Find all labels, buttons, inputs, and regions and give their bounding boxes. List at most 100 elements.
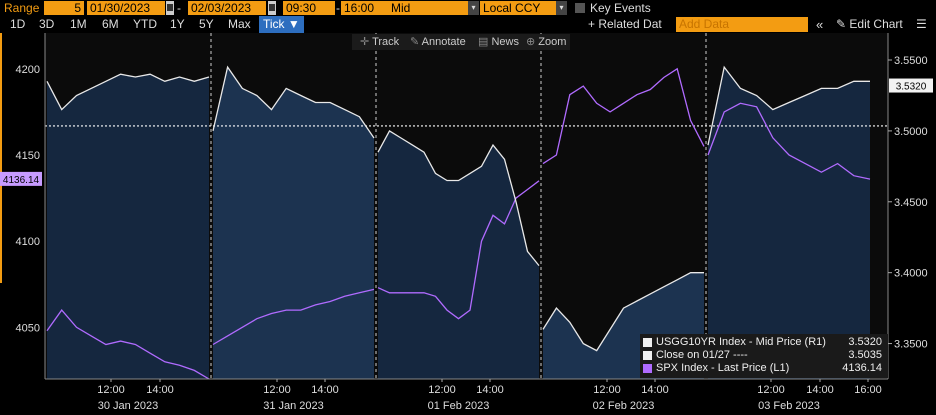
pencil-icon: ✎ [410, 36, 420, 48]
usgg-area-day-2 [213, 67, 374, 379]
left-accent-bar [0, 33, 2, 283]
day-separators [45, 33, 888, 379]
collapse-icon[interactable]: « [816, 17, 824, 32]
right-current-label: 3.5320 [896, 82, 927, 93]
period-1y-button[interactable]: 1Y [170, 17, 185, 31]
news-label: News [491, 36, 519, 48]
price-field-select[interactable]: Mid [388, 1, 476, 15]
usgg-area-day-5 [708, 67, 870, 379]
right-axis-tick-2: 3.5000 [894, 126, 928, 138]
right-current-badge [889, 78, 933, 93]
legend-name-close: Close on 01/27 ---- [656, 349, 748, 361]
usgg-line-day-1 [46, 73, 210, 111]
spx-line-day-2 [212, 288, 375, 346]
usgg-line-day-3 [377, 129, 540, 267]
right-axis-tick-1: 3.5500 [894, 55, 928, 67]
right-axis-tick-3: 3.4500 [894, 197, 928, 209]
day-label-2: 31 Jan 2023 [263, 400, 324, 412]
spx-line-day-4 [542, 67, 705, 165]
x-tick-label-8: 14:00 [641, 384, 669, 396]
left-axis-tick-1: 4200 [16, 64, 40, 76]
x-tick-label-11: 16:00 [854, 384, 882, 396]
right-axis-tick-4: 3.4000 [894, 268, 928, 280]
x-tick-label-9: 12:00 [757, 384, 785, 396]
usgg-line-day-4 [542, 272, 704, 352]
x-tick-label-7: 12:00 [593, 384, 621, 396]
news-tool[interactable]: ▤ News [478, 34, 519, 50]
x-tick-label-1: 12:00 [97, 384, 125, 396]
chart-tools-bar: ✛ Track ✎ Annotate ▤ News ⊕ Zoom [352, 34, 570, 50]
crosshair-icon: ✛ [360, 36, 370, 48]
track-label: Track [372, 36, 400, 48]
start-calendar-icon[interactable] [166, 1, 174, 15]
usgg-line-day-5 [707, 65, 870, 146]
usgg-area-day-1 [47, 74, 209, 379]
x-tick-label-3: 12:00 [263, 384, 291, 396]
period-5y-button[interactable]: 5Y [199, 17, 214, 31]
annotate-tool[interactable]: ✎ Annotate [410, 34, 466, 50]
currency-select[interactable]: Local CCY [480, 1, 558, 15]
zoom-tool[interactable]: ⊕ Zoom [526, 34, 566, 50]
spx-line-day-1 [46, 309, 210, 380]
legend-item-spx[interactable]: SPX Index - Last Price (L1) 4136.14 [640, 362, 888, 375]
spx-line-day-5 [707, 102, 871, 180]
series-lines [46, 65, 871, 380]
top-toolbar: Range 5 01/30/2023 - 02/03/2023 09:30 - … [0, 0, 936, 16]
period-6m-button[interactable]: 6M [102, 17, 119, 31]
track-tool[interactable]: ✛ Track [360, 34, 399, 50]
currency-dropdown-icon[interactable]: ▾ [556, 1, 567, 15]
range-count-input[interactable]: 5 [44, 1, 84, 15]
period-1d-button[interactable]: 1D [10, 17, 26, 31]
left-axis-tick-2: 4150 [16, 150, 40, 162]
legend-item-usgg[interactable]: USGG10YR Index - Mid Price (R1) 3.5320 [640, 336, 888, 349]
start-time-input[interactable]: 09:30 [283, 1, 335, 15]
annotate-label: Annotate [421, 36, 466, 48]
period-3d-button[interactable]: 3D [39, 17, 55, 31]
time-separator: - [336, 1, 340, 15]
key-events-label: Key Events [590, 1, 651, 15]
period-max-button[interactable]: Max [228, 17, 251, 31]
day-label-4: 02 Feb 2023 [593, 400, 655, 412]
period-1m-button[interactable]: 1M [70, 17, 87, 31]
x-tick-label-2: 14:00 [146, 384, 174, 396]
usgg-line-day-2 [212, 65, 375, 139]
chart-legend: USGG10YR Index - Mid Price (R1) 3.5320 C… [640, 334, 888, 378]
axes: 4200 4150 4100 4050 4136.14 3.5500 3.5000 3.450… [0, 33, 933, 412]
news-icon: ▤ [478, 36, 489, 48]
legend-swatch-spx [643, 364, 652, 373]
edit-chart-button[interactable]: ✎ Edit Chart [836, 17, 903, 31]
legend-name-usgg: USGG10YR Index - Mid Price (R1) [656, 336, 826, 348]
usgg-area-day-3 [378, 130, 539, 379]
legend-value-close: 3.5035 [848, 349, 882, 361]
date-separator: - [177, 1, 181, 15]
end-calendar-icon[interactable] [268, 1, 276, 15]
legend-value-spx: 4136.14 [842, 362, 882, 374]
x-tick-label-6: 14:00 [476, 384, 504, 396]
related-data-button[interactable]: + Related Dat [588, 17, 662, 31]
end-date-input[interactable]: 02/03/2023 [188, 1, 266, 15]
zoom-label: Zoom [538, 36, 567, 48]
day-label-5: 03 Feb 2023 [758, 400, 820, 412]
x-tick-label-4: 14:00 [311, 384, 339, 396]
legend-item-close[interactable]: Close on 01/27 ---- 3.5035 [640, 349, 888, 362]
tick-dropdown-button[interactable]: Tick ▼ [259, 16, 304, 33]
legend-name-spx: SPX Index - Last Price (L1) [656, 362, 790, 374]
start-date-input[interactable]: 01/30/2023 [87, 1, 165, 15]
x-tick-label-10: 14:00 [806, 384, 834, 396]
legend-value-usgg: 3.5320 [848, 336, 882, 348]
zoom-icon: ⊕ [526, 36, 536, 48]
day-label-3: 01 Feb 2023 [428, 400, 490, 412]
period-ytd-button[interactable]: YTD [133, 17, 157, 31]
menu-icon[interactable]: ☰ [916, 17, 927, 31]
left-axis-tick-4: 4050 [16, 322, 40, 334]
end-time-input[interactable]: 16:00 [341, 1, 393, 15]
price-field-dropdown-icon[interactable]: ▾ [468, 1, 479, 15]
left-axis-tick-3: 4100 [16, 236, 40, 248]
add-data-input[interactable]: Add Data [676, 17, 808, 32]
legend-swatch-usgg [643, 338, 652, 347]
key-events-checkbox[interactable] [575, 3, 585, 13]
day-label-1: 30 Jan 2023 [98, 400, 159, 412]
right-axis-tick-5: 3.3500 [894, 339, 928, 351]
x-tick-label-5: 12:00 [428, 384, 456, 396]
left-current-badge [0, 171, 42, 186]
